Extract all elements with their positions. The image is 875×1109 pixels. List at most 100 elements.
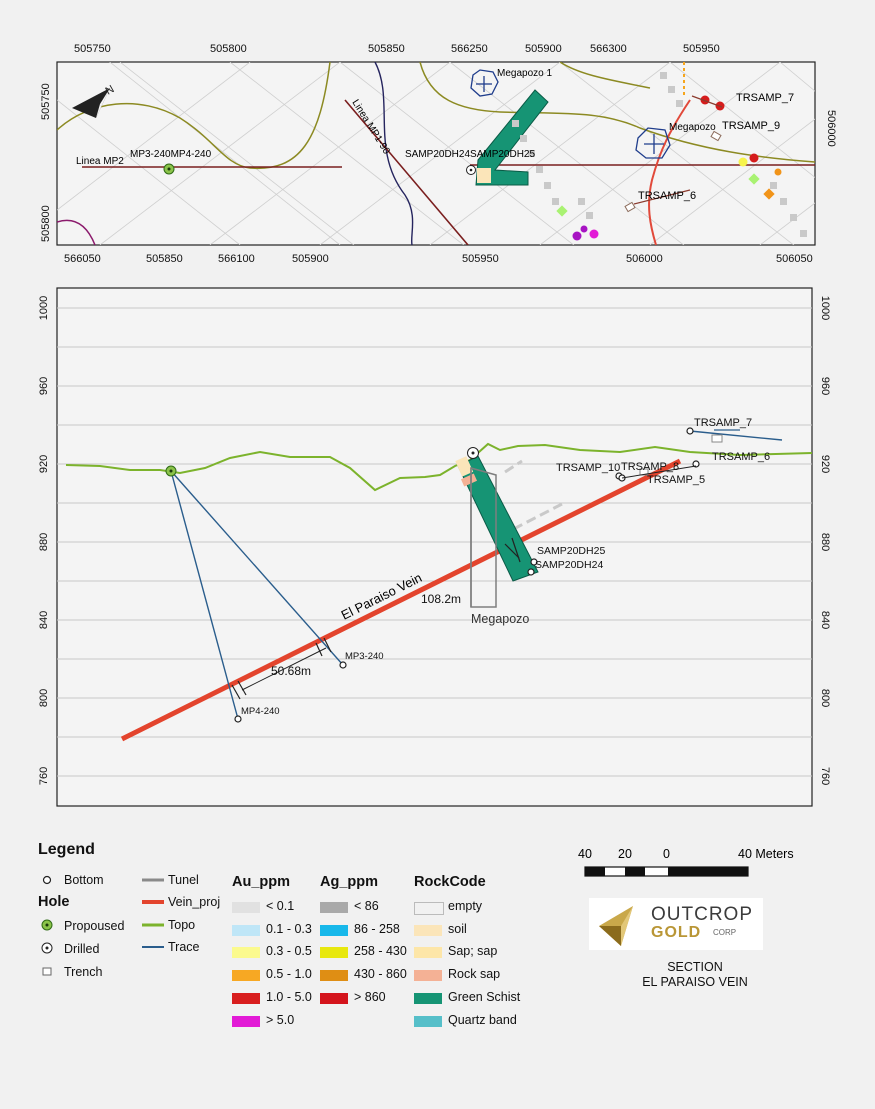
elevation-gridlines bbox=[57, 307, 812, 777]
linea-mp1-line bbox=[344, 99, 469, 245]
vein-trace bbox=[648, 99, 691, 245]
plan-map: N Megapozo 1 Megapozo TRSAMP_7 TRSAMP_9 … bbox=[40, 43, 837, 265]
legend-rock-title: RockCode bbox=[414, 874, 486, 890]
rock-swatch bbox=[414, 947, 442, 959]
legend-tunel: Tunel bbox=[168, 873, 199, 887]
label-trsamp-6: TRSAMP_6 bbox=[712, 451, 770, 463]
rock-legend-label: Sap; sap bbox=[448, 944, 498, 959]
legend-lines bbox=[142, 878, 164, 948]
logo-text-1: OUTCROP bbox=[651, 904, 753, 925]
ag-legend-label: > 860 bbox=[354, 989, 386, 1004]
label-length-108: 108.2m bbox=[421, 592, 461, 606]
label-mp4-240: MP4-240 bbox=[241, 706, 280, 717]
section-title-2: EL PARAISO VEIN bbox=[642, 975, 748, 989]
au-swatch bbox=[232, 992, 260, 1004]
logo-text-3: CORP bbox=[713, 928, 737, 937]
legend-propoused: Propoused bbox=[64, 919, 125, 933]
top-tick-6: 505950 bbox=[683, 43, 720, 55]
legend-trace: Trace bbox=[168, 940, 200, 954]
label-trsamp-5: TRSAMP_5 bbox=[647, 474, 705, 486]
vein-projection bbox=[120, 458, 682, 742]
rock-legend-label: Green Schist bbox=[448, 989, 521, 1004]
legend-drilled: Drilled bbox=[64, 942, 100, 956]
legend-title: Legend bbox=[38, 841, 95, 858]
right-tick-0: 506000 bbox=[825, 110, 837, 147]
label-trsamp-9-plan: TRSAMP_9 bbox=[722, 120, 780, 132]
label-trsamp-7: TRSAMP_7 bbox=[694, 417, 752, 429]
au-swatch bbox=[232, 1015, 260, 1027]
left-tick-0: 505750 bbox=[40, 83, 52, 120]
label-megapozo-1: Megapozo 1 bbox=[497, 68, 552, 79]
bottom-tick-5: 506000 bbox=[626, 253, 663, 265]
elev-left-6: 760 bbox=[38, 767, 50, 785]
legend-bottom: Bottom bbox=[64, 873, 104, 887]
bottom-icon bbox=[42, 875, 52, 885]
legend-hole: Hole bbox=[38, 894, 70, 910]
legend-topo: Topo bbox=[168, 918, 196, 932]
label-megapozo-section: Megapozo bbox=[471, 612, 529, 626]
legend-ag-title: Ag_ppm bbox=[320, 874, 378, 890]
top-tick-3: 566250 bbox=[451, 43, 488, 55]
green-schist-section bbox=[457, 455, 539, 582]
label-trsamp-6-plan: TRSAMP_6 bbox=[638, 190, 696, 202]
bottom-tick-2: 566100 bbox=[218, 253, 255, 265]
topo-contours bbox=[57, 62, 815, 170]
au-swatch bbox=[232, 947, 260, 959]
au-legend-label: 0.1 - 0.3 bbox=[266, 921, 312, 936]
ag-legend-label: < 86 bbox=[354, 899, 379, 913]
scale-label-0: 0 bbox=[663, 847, 670, 861]
cross-section: TRSAMP_7 TRSAMP_6 TRSAMP_10 TRSAMP_8 TRS… bbox=[38, 287, 831, 807]
rock-swatch bbox=[414, 1015, 442, 1027]
rock-legend-label: soil bbox=[448, 921, 467, 936]
logo-mark-icon bbox=[599, 906, 633, 946]
au-swatch bbox=[232, 902, 260, 913]
top-tick-5: 566300 bbox=[590, 43, 627, 55]
ag-swatch bbox=[320, 902, 348, 913]
trench-icon bbox=[42, 967, 52, 976]
section-title-1: SECTION bbox=[667, 960, 723, 974]
elev-right-3: 880 bbox=[819, 533, 831, 551]
bottom-tick-1: 505850 bbox=[146, 253, 183, 265]
legend-vein-proj: Vein_proj bbox=[168, 895, 221, 909]
elev-left-4: 840 bbox=[38, 611, 50, 629]
elev-left-0: 1000 bbox=[38, 296, 50, 320]
au-legend-label: 0.5 - 1.0 bbox=[266, 967, 312, 982]
company-logo: OUTCROP GOLD CORP bbox=[589, 898, 763, 950]
elev-right-0: 1000 bbox=[819, 296, 831, 320]
ag-legend-label: 258 - 430 bbox=[354, 944, 407, 959]
rock-legend-label: empty bbox=[448, 899, 483, 913]
label-trsamp-10: TRSAMP_10 bbox=[556, 462, 620, 474]
label-trsamp-8: TRSAMP_8 bbox=[621, 461, 679, 473]
label-mp3-mp4: MP3-240MP4-240 bbox=[130, 149, 212, 160]
ag-swatch bbox=[320, 992, 348, 1004]
ag-swatch bbox=[320, 970, 348, 982]
green-schist-body bbox=[475, 89, 549, 186]
trench-dots bbox=[512, 72, 807, 237]
label-samp-pair: SAMP20DH24SAMP20DH25 bbox=[405, 149, 535, 160]
scale-label-meters: 40 Meters bbox=[738, 847, 794, 861]
elev-left-2: 920 bbox=[38, 455, 50, 473]
sample-markers bbox=[556, 95, 782, 241]
ag-swatch bbox=[320, 947, 348, 959]
rock-swatch bbox=[414, 970, 442, 982]
elev-left-1: 960 bbox=[38, 377, 50, 395]
elev-right-5: 800 bbox=[819, 689, 831, 707]
top-tick-4: 505900 bbox=[525, 43, 562, 55]
label-samp24: SAMP20DH24 bbox=[535, 559, 603, 571]
scale-label-20: 20 bbox=[618, 847, 632, 861]
rock-legend-label: Rock sap bbox=[448, 967, 501, 982]
legend-au-title: Au_ppm bbox=[232, 874, 290, 890]
au-swatch bbox=[232, 924, 260, 936]
top-tick-0: 505750 bbox=[74, 43, 111, 55]
scale-label-40: 40 bbox=[578, 847, 592, 861]
elev-right-2: 920 bbox=[819, 455, 831, 473]
au-legend-label: 0.3 - 0.5 bbox=[266, 944, 312, 959]
elev-left-3: 880 bbox=[38, 533, 50, 551]
elev-right-6: 760 bbox=[819, 767, 831, 785]
elev-left-5: 800 bbox=[38, 689, 50, 707]
plan-map-frame bbox=[56, 61, 816, 246]
left-tick-1: 505800 bbox=[40, 205, 52, 242]
au-legend-label: > 5.0 bbox=[266, 1012, 295, 1027]
legend-trench: Trench bbox=[64, 965, 103, 979]
